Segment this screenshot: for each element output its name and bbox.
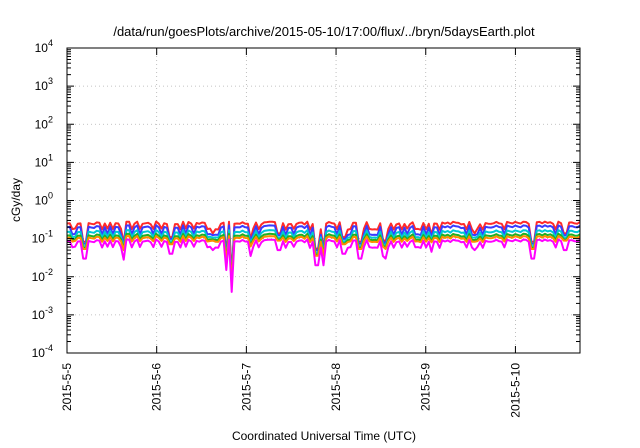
x-tick-label: 2015-5-5 xyxy=(60,363,74,411)
y-tick-label: 10-1 xyxy=(32,229,53,246)
series-line xyxy=(66,235,581,284)
x-axis-label: Coordinated Universal Time (UTC) xyxy=(232,429,416,443)
x-tick-label: 2015-5-10 xyxy=(508,363,522,418)
x-tick-label: 2015-5-6 xyxy=(150,363,164,411)
y-axis-label: cGy/day xyxy=(9,178,23,222)
ticks xyxy=(66,47,580,354)
y-tick-label: 101 xyxy=(35,152,53,169)
y-tick-label: 10-2 xyxy=(32,267,53,284)
y-tick-label: 10-4 xyxy=(32,343,53,360)
y-tick-label: 100 xyxy=(35,191,53,208)
x-tick-label: 2015-5-8 xyxy=(329,363,343,411)
series-line xyxy=(66,238,581,293)
chart-title: /data/run/goesPlots/archive/2015-05-10/1… xyxy=(113,24,535,39)
y-tick-label: 103 xyxy=(35,76,53,93)
grid xyxy=(67,48,580,353)
y-tick-label: 102 xyxy=(35,114,53,131)
x-tick-label: 2015-5-7 xyxy=(239,363,253,411)
y-tick-label: 104 xyxy=(35,38,53,55)
y-tick-label: 10-3 xyxy=(32,305,53,322)
series-group xyxy=(66,220,581,293)
y-tick-labels: 10-4 10-3 10-2 10-1 100 101 102 103 104 xyxy=(32,38,53,360)
x-tick-labels: 2015-5-5 2015-5-6 2015-5-7 2015-5-8 2015-5-9… xyxy=(60,363,522,418)
x-tick-label: 2015-5-9 xyxy=(419,363,433,411)
